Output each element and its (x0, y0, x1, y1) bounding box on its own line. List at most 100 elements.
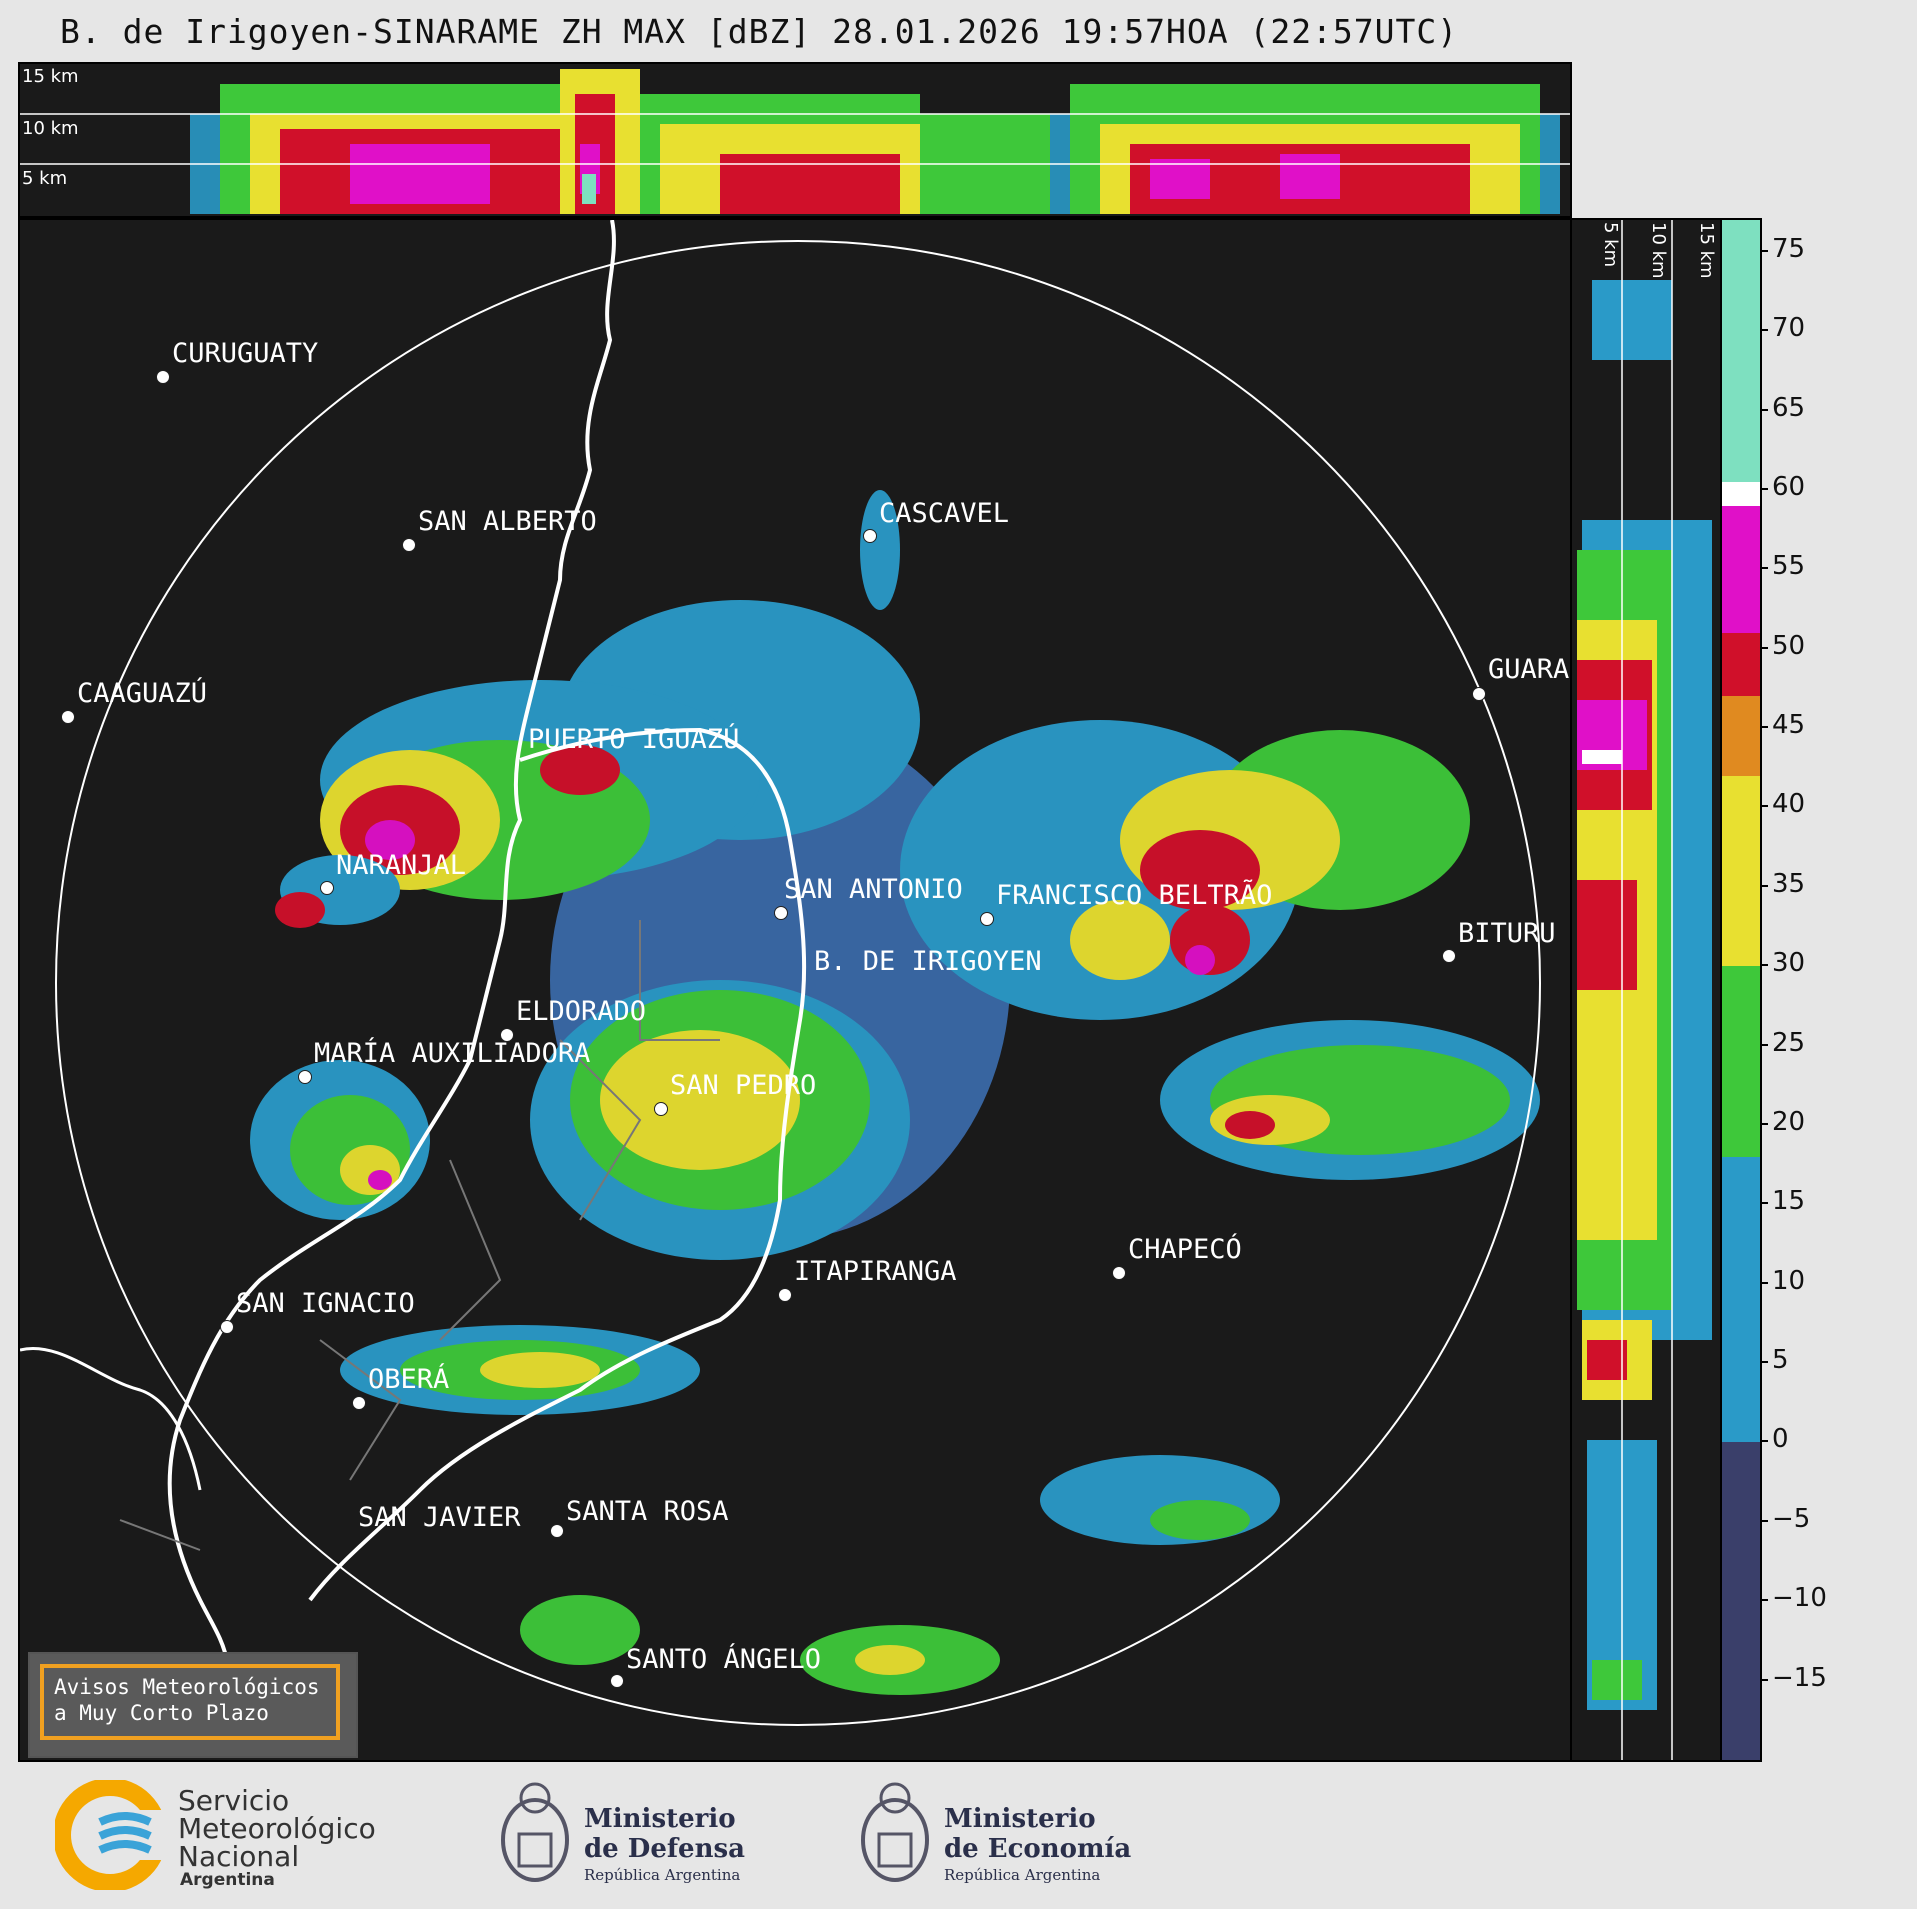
colorbar-tick (1760, 1519, 1768, 1522)
colorbar-tick-label: 60 (1772, 471, 1806, 502)
radar-map-canvas (20, 220, 1541, 1726)
nowcasting-notice: Avisos Meteorológicos a Muy Corto Plazo (28, 1652, 358, 1758)
smn-name-4: Argentina (180, 1870, 275, 1890)
colorbar-tick (1760, 249, 1768, 252)
notice-line-2: a Muy Corto Plazo (54, 1701, 269, 1725)
colorbar-tick (1760, 646, 1768, 649)
colorbar-tick-label: −15 (1772, 1662, 1827, 1693)
city-marker (610, 1674, 624, 1688)
defensa-name-3: República Argentina (584, 1866, 741, 1884)
colorbar-tick (1760, 567, 1768, 570)
city-label-curuguaty: CURUGUATY (172, 338, 319, 369)
city-marker (1112, 1266, 1126, 1280)
colorbar-tick-label: 5 (1772, 1345, 1789, 1376)
colorbar-tick (1760, 408, 1768, 411)
colorbar-tick-label: 55 (1772, 551, 1806, 582)
city-marker (320, 881, 334, 895)
smn-name-1: Servicio (178, 1784, 290, 1817)
colorbar-tick (1760, 487, 1768, 490)
colorbar-tick-label: 75 (1772, 233, 1806, 264)
colorbar-tick-label: 15 (1772, 1186, 1806, 1217)
colorbar-tick (1760, 1599, 1768, 1602)
colorbar-band (1722, 1156, 1760, 1443)
city-marker (863, 529, 877, 543)
colorbar-tick (1760, 1043, 1768, 1046)
city-marker (298, 1070, 312, 1084)
city-label-puerto-iguazu: PUERTO IGUAZÚ (528, 724, 740, 755)
city-label-san-javier: SAN JAVIER (358, 1502, 521, 1533)
city-marker (778, 1288, 792, 1302)
city-label-santo-angelo: SANTO ÁNGELO (626, 1644, 822, 1675)
colorbar-tick (1760, 329, 1768, 332)
colorbar-tick (1760, 1281, 1768, 1284)
notice-frame: Avisos Meteorológicos a Muy Corto Plazo (40, 1664, 340, 1740)
colorbar-band (1722, 505, 1760, 633)
colorbar-tick (1760, 964, 1768, 967)
colorbar-band (1722, 775, 1760, 967)
colorbar-tick (1760, 1440, 1768, 1443)
side-height-label-15km: 15 km (1696, 222, 1717, 279)
colorbar-tick-label: 20 (1772, 1106, 1806, 1137)
colorbar-band (1722, 696, 1760, 776)
colorbar-band (1722, 1442, 1760, 1760)
colorbar-tick-label: 10 (1772, 1265, 1806, 1296)
colorbar-tick-label: −5 (1772, 1503, 1811, 1534)
smn-logo-icon (55, 1780, 175, 1890)
colorbar-tick-label: 35 (1772, 868, 1806, 899)
city-label-b-de-irigoyen: B. DE IRIGOYEN (814, 946, 1042, 977)
colorbar-tick-label: 45 (1772, 710, 1806, 741)
smn-name-3: Nacional (178, 1840, 300, 1873)
city-marker (156, 370, 170, 384)
defensa-name-2: de Defensa (584, 1834, 745, 1864)
colorbar-band (1722, 966, 1760, 1157)
international-border (167, 220, 616, 1721)
smn-name-2: Meteorológico (178, 1812, 376, 1845)
top-cross-section-panel: 15 km 10 km 5 km (18, 62, 1572, 218)
colorbar-band (1722, 632, 1760, 697)
city-label-eldorado: ELDORADO (516, 996, 647, 1027)
colorbar-tick-label: −10 (1772, 1583, 1827, 1614)
city-label-guara: GUARA (1488, 654, 1570, 685)
city-marker (550, 1524, 564, 1538)
city-label-chapeco: CHAPECÓ (1128, 1234, 1242, 1265)
city-label-bituru: BITURU (1458, 918, 1556, 949)
city-label-cascavel: CASCAVEL (879, 498, 1010, 529)
colorbar-tick (1760, 1361, 1768, 1364)
city-label-francisco-beltrao: FRANCISCO BELTRÃO (996, 880, 1273, 911)
map-title: B. de Irigoyen-SINARAME ZH MAX [dBZ] 28.… (60, 12, 1459, 51)
colorbar-band (1722, 481, 1760, 506)
city-marker (500, 1028, 514, 1042)
city-label-santa-rosa: SANTA ROSA (566, 1496, 729, 1527)
dept-borders (119, 920, 720, 1551)
side-cross-section-echoes (1577, 220, 1712, 1760)
city-label-itapiranga: ITAPIRANGA (794, 1256, 957, 1287)
colorbar-band (1722, 220, 1760, 482)
range-ring (55, 240, 1541, 1726)
economia-name-3: República Argentina (944, 1866, 1101, 1884)
colorbar-tick-label: 0 (1772, 1424, 1789, 1455)
city-label-san-antonio: SAN ANTONIO (784, 874, 963, 905)
side-height-label-10km: 10 km (1648, 222, 1669, 279)
colorbar-tick-label: 30 (1772, 948, 1806, 979)
height-label-10km: 10 km (22, 118, 79, 139)
notice-line-1: Avisos Meteorológicos (54, 1675, 320, 1699)
colorbar-tick (1760, 726, 1768, 729)
height-label-15km: 15 km (22, 66, 79, 87)
dbz-colorbar (1720, 218, 1762, 1762)
colorbar-tick-label: 65 (1772, 392, 1806, 423)
colorbar-tick (1760, 884, 1768, 887)
coat-of-arms-icon (501, 1782, 569, 1882)
city-marker (61, 710, 75, 724)
city-label-san-alberto: SAN ALBERTO (418, 506, 597, 537)
city-marker (980, 912, 994, 926)
city-label-maria-auxiliadora: MARÍA AUXILIADORA (314, 1038, 591, 1069)
city-marker (352, 1396, 366, 1410)
height-label-5km: 5 km (22, 168, 68, 189)
city-marker (774, 906, 788, 920)
city-marker (1472, 687, 1486, 701)
economia-name-1: Ministerio (944, 1804, 1096, 1834)
economia-name-2: de Economía (944, 1834, 1132, 1864)
side-height-label-5km: 5 km (1600, 222, 1621, 268)
river-border (308, 727, 807, 1602)
top-cross-section-echoes (20, 69, 1570, 214)
